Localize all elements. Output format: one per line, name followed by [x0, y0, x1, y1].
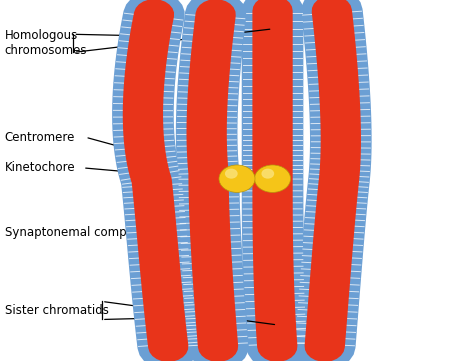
Polygon shape — [112, 0, 199, 361]
Text: Sister chromatids: Sister chromatids — [5, 304, 109, 317]
Text: Kinetochore: Kinetochore — [5, 161, 75, 174]
Polygon shape — [123, 0, 188, 361]
Polygon shape — [305, 0, 361, 361]
Polygon shape — [294, 0, 372, 361]
Circle shape — [255, 165, 291, 192]
Polygon shape — [242, 0, 308, 361]
Polygon shape — [176, 0, 249, 361]
Circle shape — [219, 165, 255, 192]
Polygon shape — [186, 0, 238, 361]
Circle shape — [262, 169, 273, 178]
Text: Centromere: Centromere — [5, 131, 75, 144]
Circle shape — [226, 169, 237, 178]
Polygon shape — [252, 0, 297, 361]
Text: Synaptonemal complex: Synaptonemal complex — [5, 226, 144, 239]
Text: Homologous
chromosomes: Homologous chromosomes — [5, 29, 87, 57]
